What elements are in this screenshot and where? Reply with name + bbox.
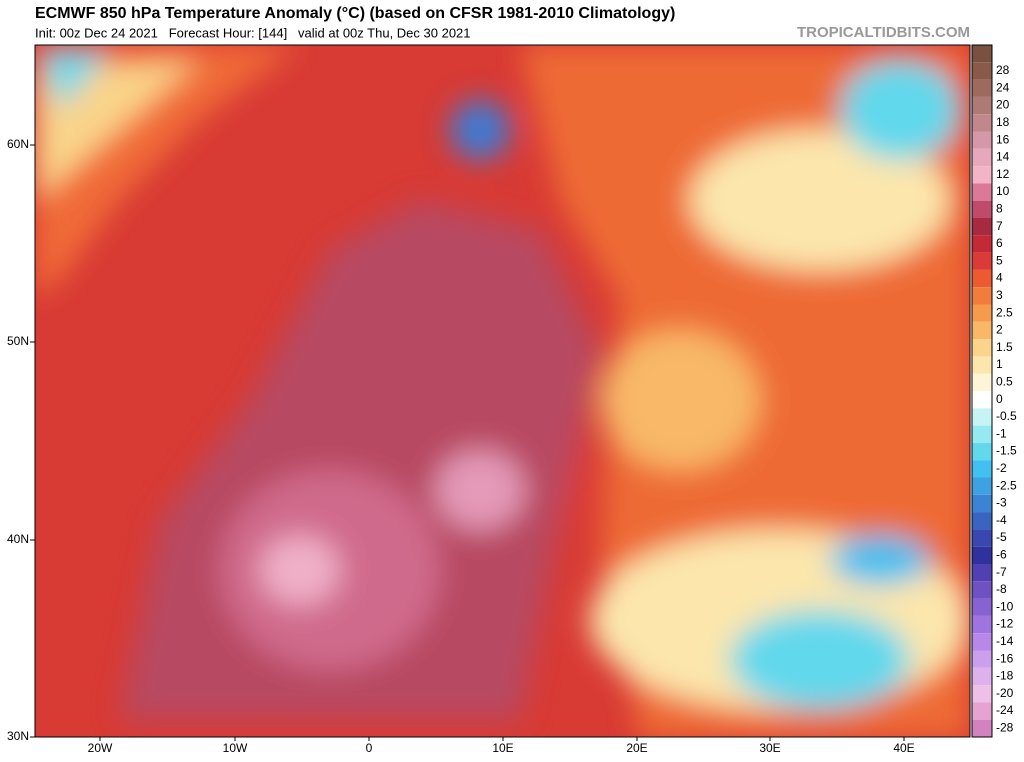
colorbar-cell <box>972 373 992 391</box>
colorbar-cell <box>972 512 992 530</box>
colorbar-label: 18 <box>996 115 1010 129</box>
colorbar-cell <box>972 529 992 547</box>
colorbar-label: 4 <box>996 271 1003 285</box>
colorbar-label: 10 <box>996 184 1010 198</box>
colorbar-label: 20 <box>996 98 1010 112</box>
colorbar-label: 8 <box>996 202 1003 216</box>
watermark: TROPICALTIDBITS.COM <box>797 24 970 41</box>
colorbar-cell <box>972 719 992 737</box>
colorbar-label: -5 <box>996 530 1007 544</box>
colorbar-cell <box>972 477 992 495</box>
colorbar-cell <box>972 166 992 184</box>
colorbar-label: 1.5 <box>996 340 1013 354</box>
colorbar-label: 24 <box>996 80 1010 94</box>
colorbar-cell <box>972 45 992 63</box>
colorbar-cell <box>972 62 992 80</box>
colorbar-cell <box>972 564 992 582</box>
colorbar-label: 7 <box>996 219 1003 233</box>
colorbar-label: -28 <box>996 721 1014 735</box>
colorbar-cell <box>972 494 992 513</box>
colorbar-cell <box>972 304 992 322</box>
colorbar-label: 0 <box>996 392 1003 406</box>
colorbar-label: 28 <box>996 63 1010 77</box>
colorbar-label: -6 <box>996 548 1007 562</box>
colorbar-label: -8 <box>996 582 1007 596</box>
colorbar-cell <box>972 702 992 720</box>
colorbar-cell <box>972 633 992 651</box>
colorbar-label: -20 <box>996 686 1014 700</box>
colorbar-label: 2 <box>996 323 1003 337</box>
colorbar-cell <box>972 460 992 478</box>
colorbar-cell <box>972 598 992 616</box>
colorbar-cell <box>972 442 992 461</box>
colorbar-label: 5 <box>996 253 1003 267</box>
colorbar-cell <box>972 321 992 340</box>
colorbar-cell <box>972 269 992 288</box>
colorbar-cell <box>972 546 992 564</box>
latitude-label: 40N <box>7 532 29 546</box>
colorbar-cell <box>972 183 992 201</box>
colorbar-cell <box>972 581 992 599</box>
colorbar-label: -2.5 <box>996 478 1017 492</box>
colorbar-label: 0.5 <box>996 375 1013 389</box>
longitude-label: 20W <box>88 741 113 755</box>
latitude-label: 60N <box>7 137 29 151</box>
colorbar-label: -4 <box>996 513 1007 527</box>
colorbar-label: -12 <box>996 617 1014 631</box>
colorbar-cell <box>972 685 992 703</box>
colorbar-cell <box>972 425 992 443</box>
colorbar-cell <box>972 339 992 357</box>
colorbar-cell <box>972 356 992 374</box>
colorbar-label: -1 <box>996 426 1007 440</box>
longitude-label: 10E <box>492 741 513 755</box>
colorbar-cell <box>972 235 992 253</box>
colorbar-label: -18 <box>996 669 1014 683</box>
latitude-label: 30N <box>7 729 29 743</box>
colorbar-label: -24 <box>996 703 1014 717</box>
colorbar-label: 1 <box>996 357 1003 371</box>
colorbar-label: 2.5 <box>996 305 1013 319</box>
colorbar-cell <box>972 391 992 409</box>
latitude-label: 50N <box>7 334 29 348</box>
colorbar-label: -7 <box>996 565 1007 579</box>
colorbar-cell <box>972 200 992 218</box>
longitude-label: 30E <box>759 741 780 755</box>
colorbar-cell <box>972 667 992 686</box>
colorbar-label: 12 <box>996 167 1010 181</box>
colorbar-label: -3 <box>996 496 1007 510</box>
colorbar-cell <box>972 114 992 132</box>
colorbar-label: -16 <box>996 651 1014 665</box>
title: ECMWF 850 hPa Temperature Anomaly (°C) (… <box>35 5 675 22</box>
anomaly-field <box>35 45 970 737</box>
colorbar-label: 16 <box>996 132 1010 146</box>
colorbar-label: -1.5 <box>996 444 1017 458</box>
colorbar-label: 6 <box>996 236 1003 250</box>
colorbar-frame <box>971 44 993 738</box>
colorbar-cell <box>972 79 992 97</box>
colorbar-cell <box>972 148 992 167</box>
colorbar-label: -10 <box>996 599 1014 613</box>
colorbar-cell <box>972 252 992 270</box>
colorbar-cell <box>972 218 992 236</box>
colorbar-cell <box>972 131 992 149</box>
longitude-label: 0 <box>366 741 373 755</box>
colorbar-label: 14 <box>996 150 1010 164</box>
colorbar-label: -14 <box>996 634 1014 648</box>
longitude-label: 20E <box>626 741 647 755</box>
colorbar-cell <box>972 615 992 634</box>
colorbar-label: 3 <box>996 288 1003 302</box>
colorbar-label: -0.5 <box>996 409 1017 423</box>
colorbar-cell <box>972 96 992 115</box>
colorbar-cell <box>972 408 992 426</box>
colorbar-cell <box>972 287 992 305</box>
longitude-label: 40E <box>893 741 914 755</box>
colorbar-label: -2 <box>996 461 1007 475</box>
longitude-label: 10W <box>223 741 248 755</box>
colorbar-cell <box>972 650 992 668</box>
subtitle: Init: 00z Dec 24 2021 Forecast Hour: [14… <box>35 25 471 40</box>
